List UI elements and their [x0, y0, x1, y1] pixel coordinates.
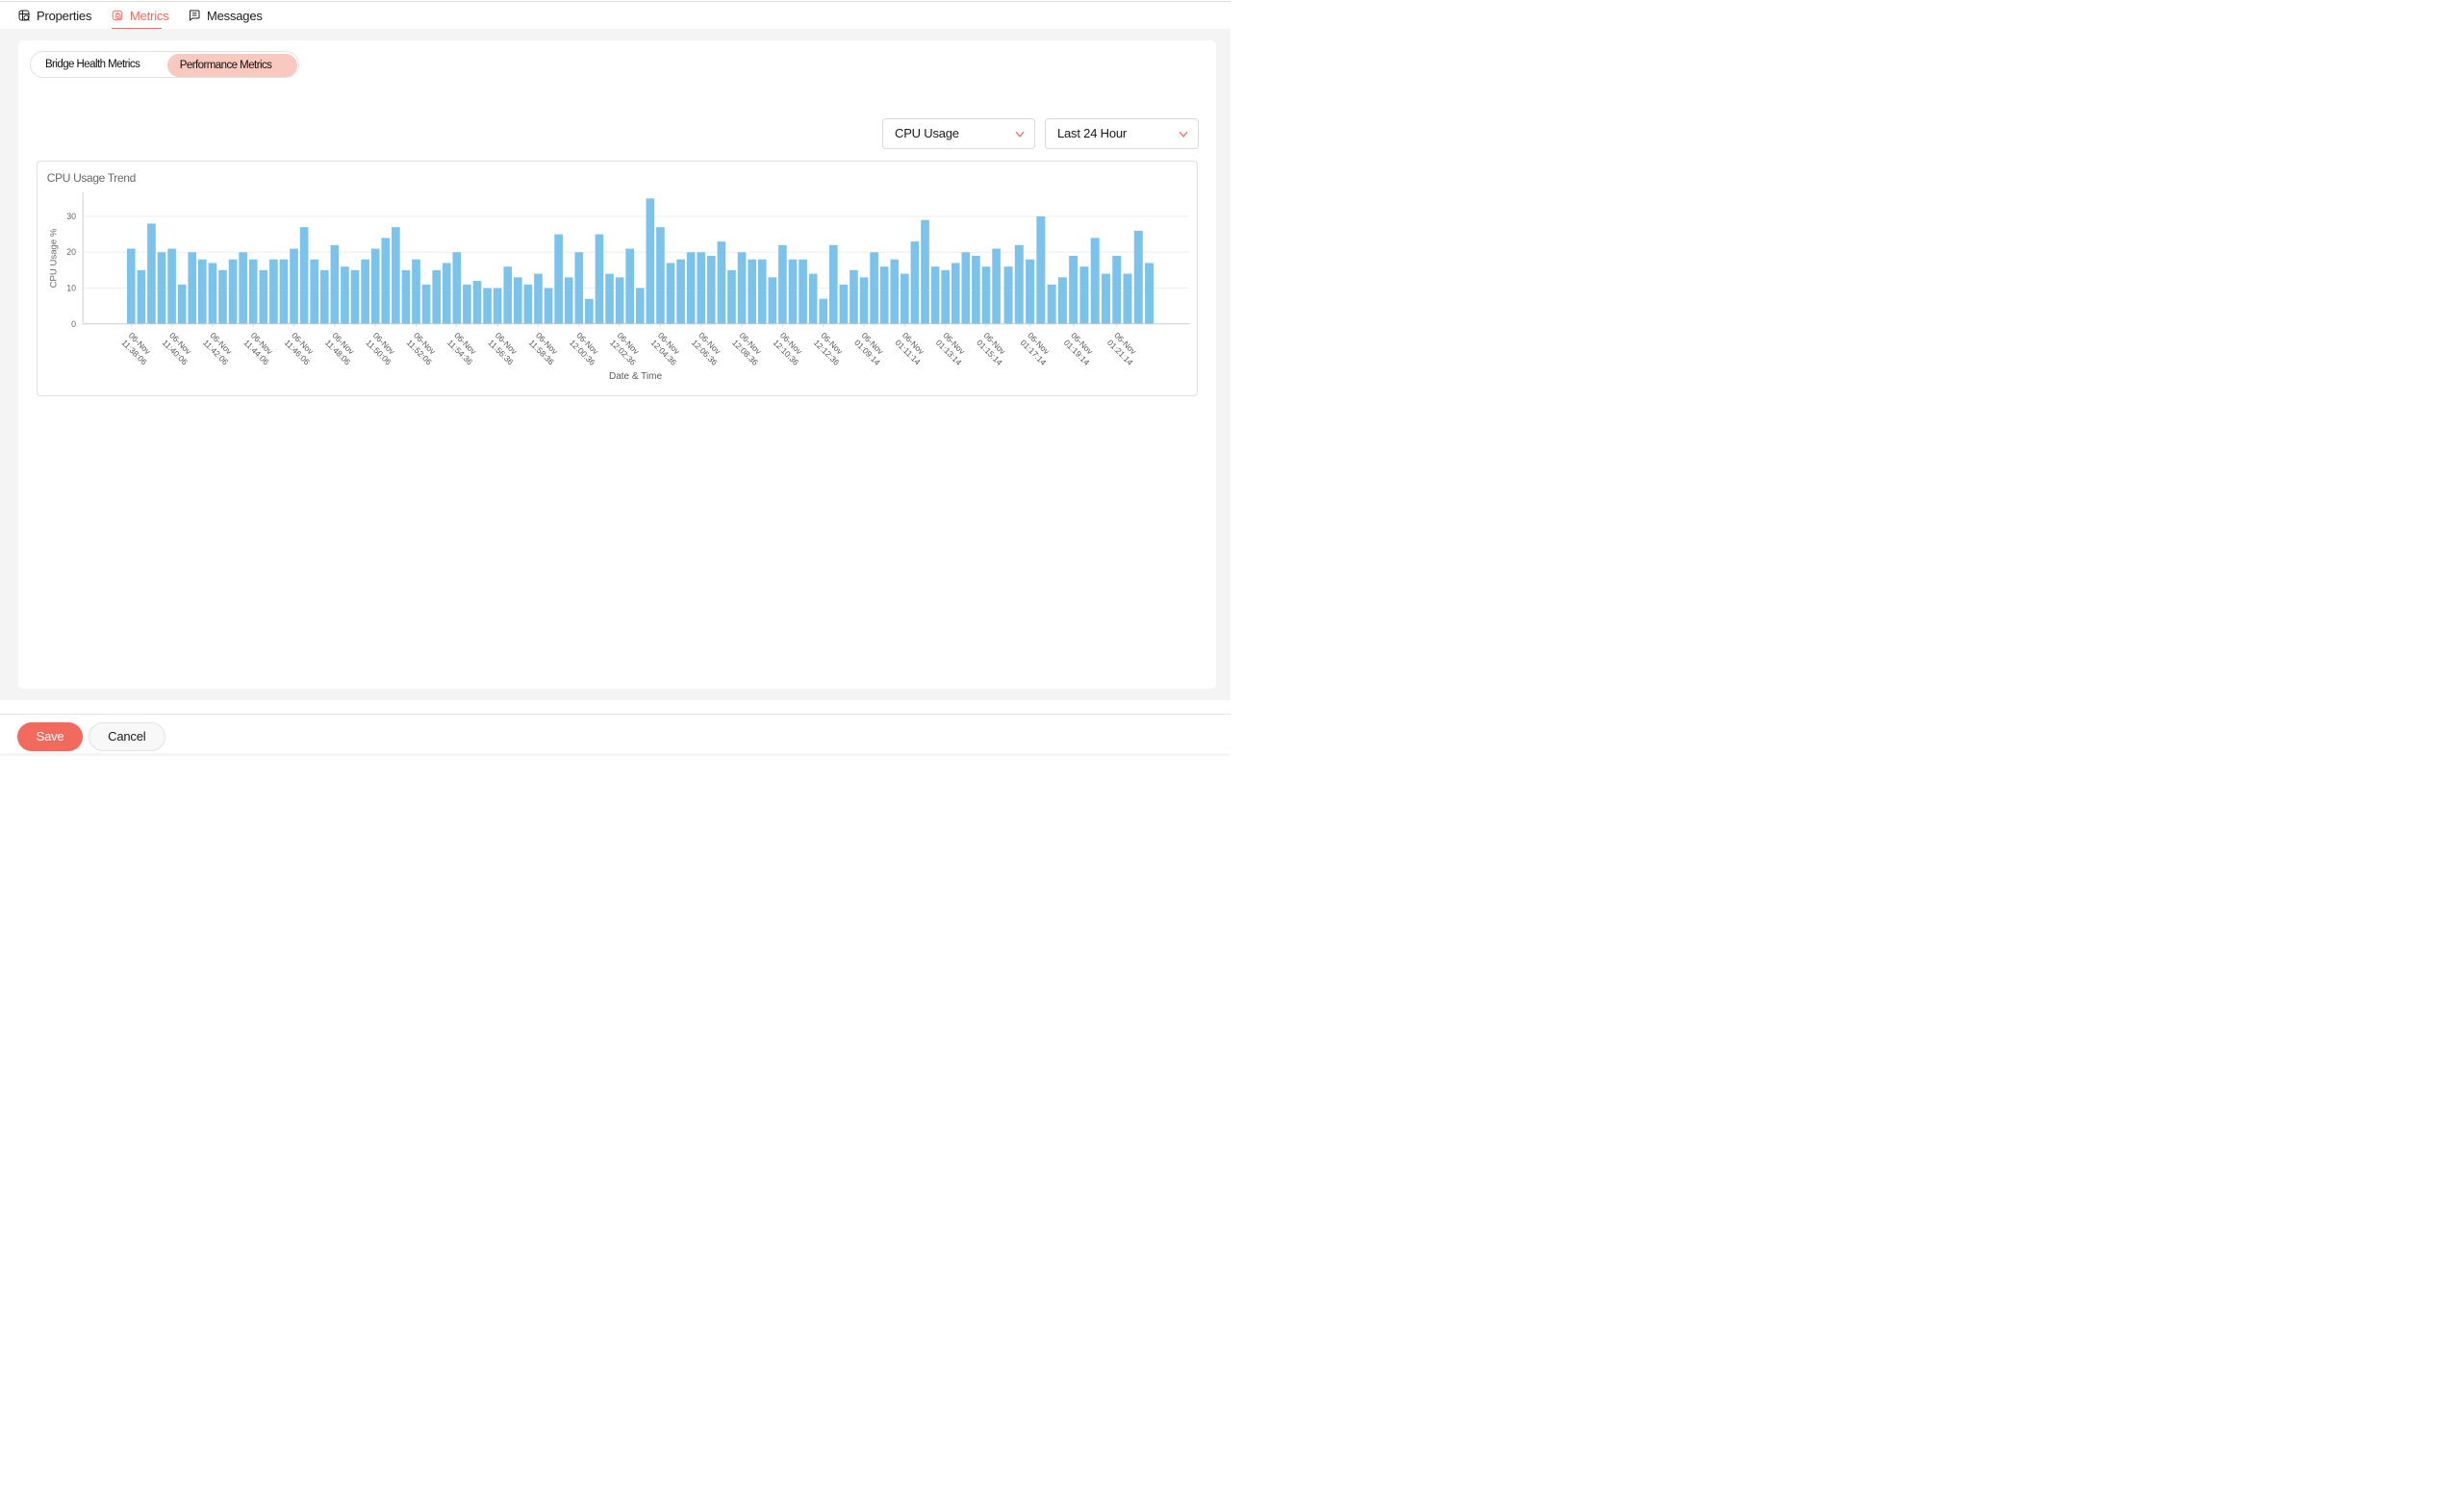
svg-text:06-Nov11:58:36: 06-Nov11:58:36: [526, 331, 563, 367]
svg-text:06-Nov01:09:14: 06-Nov01:09:14: [852, 331, 889, 367]
svg-text:06-Nov11:42:06: 06-Nov11:42:06: [201, 331, 238, 367]
svg-text:Date & Time: Date & Time: [608, 371, 661, 382]
svg-text:06-Nov01:13:14: 06-Nov01:13:14: [933, 331, 970, 367]
svg-text:06-Nov01:15:14: 06-Nov01:15:14: [975, 331, 1011, 367]
svg-text:CPU Usage %: CPU Usage %: [48, 229, 59, 289]
svg-text:06-Nov12:12:36: 06-Nov12:12:36: [811, 331, 848, 367]
svg-text:06-Nov12:06:36: 06-Nov12:06:36: [689, 331, 725, 367]
svg-text:06-Nov01:19:14: 06-Nov01:19:14: [1061, 331, 1098, 367]
svg-text:30: 30: [66, 212, 76, 221]
svg-text:06-Nov11:40:06: 06-Nov11:40:06: [160, 331, 196, 367]
svg-text:06-Nov12:00:36: 06-Nov12:00:36: [567, 331, 603, 367]
svg-text:06-Nov01:11:14: 06-Nov01:11:14: [893, 331, 929, 367]
svg-text:06-Nov12:04:36: 06-Nov12:04:36: [648, 331, 685, 367]
svg-text:10: 10: [66, 284, 76, 293]
svg-text:06-Nov12:08:36: 06-Nov12:08:36: [730, 331, 767, 367]
svg-text:06-Nov11:52:06: 06-Nov11:52:06: [404, 331, 441, 367]
svg-text:06-Nov11:44:06: 06-Nov11:44:06: [241, 331, 278, 367]
svg-text:20: 20: [66, 248, 76, 258]
svg-text:06-Nov11:48:06: 06-Nov11:48:06: [323, 331, 360, 367]
svg-text:06-Nov12:10:36: 06-Nov12:10:36: [771, 331, 807, 367]
svg-text:06-Nov01:17:14: 06-Nov01:17:14: [1018, 331, 1054, 367]
svg-text:06-Nov12:02:36: 06-Nov12:02:36: [608, 331, 645, 367]
svg-text:06-Nov11:46:06: 06-Nov11:46:06: [282, 331, 318, 367]
svg-text:06-Nov11:50:06: 06-Nov11:50:06: [364, 331, 400, 367]
svg-text:06-Nov01:21:14: 06-Nov01:21:14: [1104, 331, 1141, 367]
svg-text:0: 0: [71, 319, 76, 329]
svg-text:06-Nov11:54:36: 06-Nov11:54:36: [444, 331, 481, 367]
svg-text:06-Nov11:38:06: 06-Nov11:38:06: [119, 331, 156, 367]
svg-text:06-Nov11:56:36: 06-Nov11:56:36: [486, 331, 522, 367]
